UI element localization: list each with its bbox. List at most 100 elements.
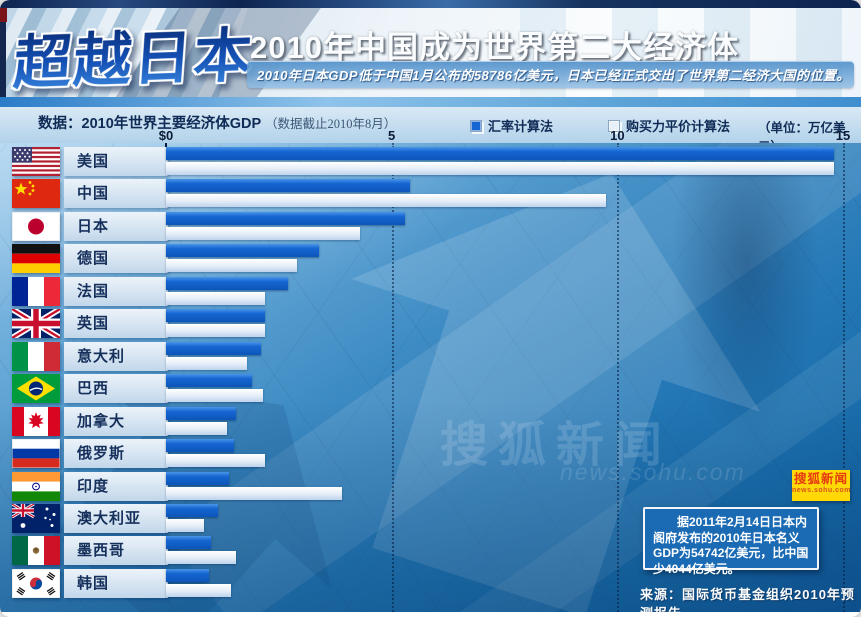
logo-text: 超越日本 <box>11 22 256 97</box>
header-left-accent <box>0 0 6 97</box>
country-row: 德国 <box>0 243 861 275</box>
sohu-news-badge[interactable]: 搜狐新闻 news.sohu.com <box>792 470 852 501</box>
subtitle-text: 2010年日本GDP低于中国1月公布的58786亿美元，日本已经正式交出了世界第… <box>257 68 850 83</box>
bar-exchange-rate <box>166 309 266 323</box>
bar-exchange-rate <box>166 341 261 355</box>
bar-ppp <box>166 389 264 403</box>
bar-exchange-rate <box>166 503 218 517</box>
country-label: 美国 <box>64 147 168 176</box>
bar-exchange-rate <box>166 276 288 290</box>
country-label: 中国 <box>64 179 168 209</box>
legend-swatch-ppp-icon <box>608 119 620 132</box>
bar-exchange-rate <box>166 179 410 193</box>
country-label: 印度 <box>64 471 168 501</box>
country-label: 俄罗斯 <box>64 439 168 469</box>
x-tick-label: 15 <box>835 128 851 143</box>
bar-exchange-rate <box>166 406 236 420</box>
country-row: 中国 <box>0 178 861 210</box>
country-label: 墨西哥 <box>64 536 168 566</box>
country-label: 加拿大 <box>64 406 168 436</box>
header-red-accent <box>0 8 7 22</box>
bar-ppp <box>166 518 205 532</box>
bar-ppp <box>166 259 297 273</box>
x-tick-label: 10 <box>610 128 625 143</box>
country-row: 俄罗斯 <box>0 438 861 470</box>
header-divider-strip <box>0 97 861 107</box>
data-source-label: 数据：2010年世界主要经济体GDP （数据截止2010年8月） <box>38 112 396 133</box>
chart-rows: 美国中国 日本 德国 法国 英国 意大利 巴西 加拿大 俄罗斯 印度 澳大利亚 墨西哥 韩国 <box>0 146 861 606</box>
flag-fr-icon <box>12 276 60 306</box>
country-label: 巴西 <box>64 374 168 404</box>
info-bar: 数据：2010年世界主要经济体GDP （数据截止2010年8月） 汇率计算法 购… <box>0 107 861 154</box>
chart-area: 搜狐新闻 news.sohu.com 美国中国 日本 德国 法国 英国 意大利 巴西 加拿大俄… <box>0 143 861 612</box>
country-row: 加拿大 <box>0 406 861 438</box>
legend-label: 购买力平价计算法 <box>626 119 731 134</box>
bar-exchange-rate <box>166 536 212 550</box>
gridline <box>391 143 394 612</box>
country-label: 韩国 <box>64 568 168 598</box>
source-line: 来源：国际货币基金组织2010年预测报告 <box>640 587 855 612</box>
flag-cn-icon <box>12 179 60 209</box>
country-row: 墨西哥 <box>0 535 861 567</box>
bar-ppp <box>166 421 227 435</box>
country-row: 日本 <box>0 211 861 243</box>
x-tick-label: 5 <box>388 128 396 143</box>
gridline <box>843 143 845 612</box>
flag-mx-icon <box>12 536 60 566</box>
bar-exchange-rate <box>166 244 320 258</box>
page-title: 2010年中国成为世界第二大经济体 <box>250 30 739 65</box>
country-row: 英国 <box>0 308 861 340</box>
header: 超越日本 2010年中国成为世界第二大经济体 2010年日本GDP低于中国1月公… <box>0 0 861 97</box>
sohu-badge-title: 搜狐新闻 <box>793 472 848 486</box>
legend-item-exchange-rate: 汇率计算法 <box>470 116 553 135</box>
note-box: 据2011年2月14日日本内阁府发布的2010年日本名义GDP为54742亿美元… <box>643 507 819 576</box>
data-label-text: 数据：2010年世界主要经济体GDP <box>38 116 261 132</box>
legend-label: 汇率计算法 <box>488 119 554 134</box>
bar-exchange-rate <box>166 439 234 453</box>
country-label: 英国 <box>64 309 168 339</box>
country-row: 韩国 <box>0 568 861 600</box>
country-label: 日本 <box>64 211 168 241</box>
flag-us-icon <box>12 147 60 176</box>
country-row: 法国 <box>0 276 861 308</box>
country-row: 澳大利亚 <box>0 503 861 535</box>
country-label: 德国 <box>64 244 168 274</box>
country-row: 巴西 <box>0 373 861 405</box>
bar-ppp <box>166 324 266 338</box>
flag-au-icon <box>12 503 60 533</box>
bar-exchange-rate <box>166 211 406 225</box>
country-label: 澳大利亚 <box>64 503 168 533</box>
flag-in-icon <box>12 471 60 501</box>
bar-ppp <box>166 356 248 370</box>
bar-exchange-rate <box>166 471 230 485</box>
flag-it-icon <box>12 341 60 371</box>
bar-ppp <box>166 454 266 468</box>
bar-exchange-rate <box>166 147 834 160</box>
country-label: 意大利 <box>64 341 168 371</box>
zero-tick <box>165 143 167 149</box>
bar-ppp <box>166 551 236 565</box>
bar-ppp <box>166 162 834 175</box>
x-tick-label: $0 <box>158 128 174 143</box>
bar-exchange-rate <box>166 374 252 388</box>
data-cutoff-note: （数据截止2010年8月） <box>264 117 397 131</box>
bar-ppp <box>166 194 607 208</box>
bar-ppp <box>166 583 232 597</box>
sohu-badge-site: news.sohu.com <box>792 487 852 494</box>
legend-item-ppp: 购买力平价计算法 <box>608 116 730 135</box>
logo-badge: 超越日本 <box>11 8 257 97</box>
bar-exchange-rate <box>166 568 209 582</box>
flag-kr-icon <box>12 568 60 598</box>
bar-ppp <box>166 291 266 305</box>
flag-jp-icon <box>12 211 60 241</box>
flag-ca-icon <box>12 406 60 436</box>
flag-de-icon <box>12 244 60 274</box>
country-row: 印度 <box>0 471 861 503</box>
flag-gb-icon <box>12 309 60 339</box>
flag-ru-icon <box>12 439 60 469</box>
gridline <box>617 143 620 612</box>
subtitle-bar: 2010年日本GDP低于中国1月公布的58786亿美元，日本已经正式交出了世界第… <box>247 61 854 88</box>
bar-ppp <box>166 486 343 500</box>
country-row: 美国 <box>0 146 861 178</box>
